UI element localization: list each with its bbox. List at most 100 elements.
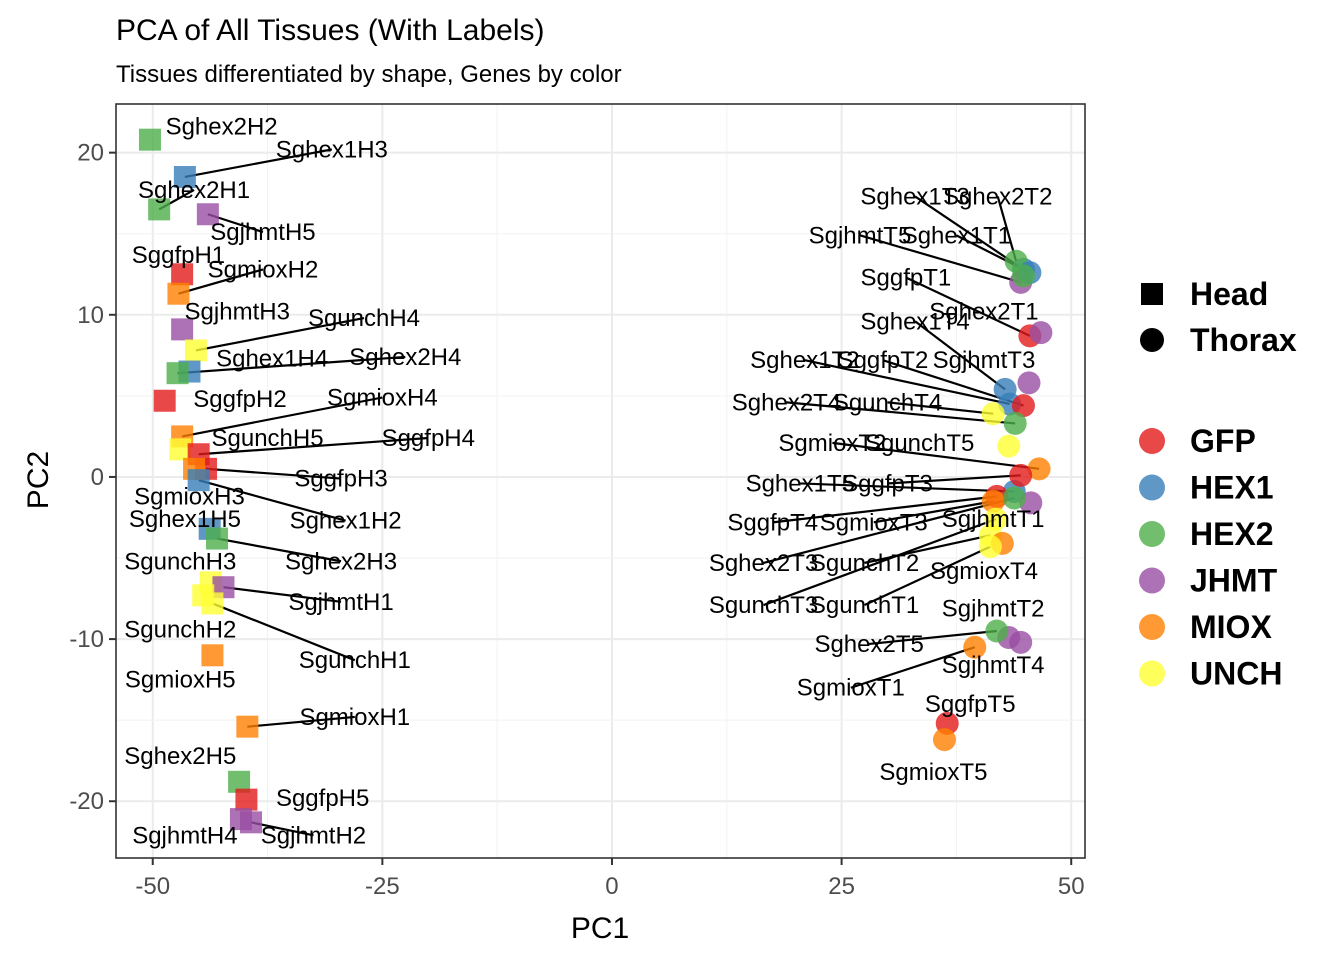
thorax-point <box>997 434 1021 458</box>
thorax-point <box>963 635 987 659</box>
thorax-point <box>1011 394 1035 418</box>
label-connector <box>247 715 355 728</box>
point-label: SgjhmtH3 <box>185 299 290 326</box>
head-point <box>235 788 258 811</box>
point-label: Sghex1H3 <box>276 136 388 163</box>
label-connector <box>216 537 342 563</box>
y-axis-label: PC2 <box>22 451 55 509</box>
point-labels: Sghex2H2Sghex1H3Sghex2H1SgjhmtH5SggfpH1S… <box>124 114 1052 850</box>
point-label: SgunchT4 <box>833 389 942 416</box>
label-connector <box>763 496 1015 564</box>
x-tick-label: -50 <box>135 873 170 900</box>
label-connector <box>804 359 1010 406</box>
head-point <box>206 527 229 550</box>
thorax-point <box>985 619 1009 643</box>
point-label: SgmioxT1 <box>797 675 905 702</box>
y-axis-ticks: -20 -10 0 10 20 <box>69 140 116 815</box>
label-connector-lines <box>158 148 1040 837</box>
label-connector <box>869 629 997 646</box>
point-label: SgjhmtT3 <box>933 347 1036 374</box>
legend-color-icon <box>1139 660 1165 687</box>
point-label: SggfpT5 <box>925 691 1016 718</box>
point-label: Sghex2H5 <box>124 743 236 770</box>
point-label: Sghex2T4 <box>732 389 841 416</box>
thorax-point <box>1009 630 1033 654</box>
point-label: Sghex2T3 <box>709 550 818 577</box>
label-connector <box>181 396 383 438</box>
legend-gene-label: GFP <box>1190 423 1256 459</box>
thorax-point <box>1002 486 1026 510</box>
head-point <box>196 203 219 226</box>
label-connector <box>198 479 346 522</box>
legend-color-icon <box>1139 567 1165 594</box>
head-point <box>201 644 224 667</box>
head-point <box>153 389 176 412</box>
point-label: SgunchT3 <box>709 592 818 619</box>
point-label: SgmioxH1 <box>299 704 410 731</box>
point-label: SgmioxH2 <box>208 256 319 283</box>
head-point <box>184 339 207 362</box>
point-label: SgunchH1 <box>299 647 411 674</box>
point-label: SgunchH2 <box>124 616 236 643</box>
point-label: SgjhmtH1 <box>288 589 393 616</box>
thorax-point <box>984 507 1008 531</box>
thorax-point <box>1017 371 1041 395</box>
head-point <box>138 128 161 151</box>
point-label: SggfpH5 <box>276 785 369 812</box>
point-label: Sghex1H4 <box>216 346 328 373</box>
y-tick-label: 0 <box>91 464 104 491</box>
point-label: SggfpH3 <box>294 466 387 493</box>
label-connector <box>786 401 1016 425</box>
legend-gene-label: HEX2 <box>1190 516 1274 552</box>
head-point <box>187 469 210 492</box>
label-connector <box>864 534 991 564</box>
point-label: SgjhmtT4 <box>942 652 1045 679</box>
label-connector <box>772 495 997 524</box>
panel-border <box>115 103 1086 859</box>
point-label: Sghex2H1 <box>138 177 250 204</box>
point-label: SggfpT1 <box>861 265 952 292</box>
thorax-point <box>1029 321 1053 345</box>
head-point <box>236 715 259 738</box>
legend-square-icon <box>1141 283 1163 305</box>
thorax-point <box>1011 264 1035 288</box>
point-label: SggfpH4 <box>382 425 475 452</box>
thorax-point <box>981 489 1005 513</box>
point-label: SggfpH2 <box>193 386 286 413</box>
point-label: SggfpH1 <box>132 242 225 269</box>
label-connector <box>887 474 1021 485</box>
thorax-point <box>978 535 1002 559</box>
head-point <box>240 811 263 834</box>
point-label: Sghex1T5 <box>746 470 855 497</box>
point-label: SgunchT5 <box>865 430 974 457</box>
point-label: SgunchT1 <box>810 592 919 619</box>
y-tick-label: -20 <box>69 788 104 815</box>
label-connector <box>205 467 342 480</box>
point-label: Sghex2T5 <box>814 631 923 658</box>
label-connector <box>864 545 991 607</box>
chart-subtitle: Tissues differentiated by shape, Genes b… <box>116 61 622 88</box>
point-label: SgmioxH4 <box>327 384 438 411</box>
x-tick-label: -25 <box>365 873 400 900</box>
head-point <box>201 592 224 615</box>
point-label: Sghex2H3 <box>285 548 397 575</box>
point-label: Sghex2T1 <box>929 299 1038 326</box>
x-axis-label: PC1 <box>571 912 629 945</box>
point-label: SgmioxT4 <box>930 558 1038 585</box>
point-label: SgmioxH3 <box>134 483 245 510</box>
point-label: SgjhmtT1 <box>942 506 1045 533</box>
legend-gene-label: JHMT <box>1190 563 1278 599</box>
point-label: Sghex1H5 <box>129 506 241 533</box>
plot-frame <box>115 103 1086 859</box>
legend: Head Thorax GFP HEX1 HEX2 JHMT MIOX UNCH <box>1139 276 1297 692</box>
y-tick-label: 20 <box>77 140 104 167</box>
point-label: SgjhmtH4 <box>132 822 237 849</box>
label-connector <box>914 320 1006 391</box>
label-connector <box>905 276 1031 337</box>
label-connector <box>763 518 997 607</box>
point-label: SgunchH5 <box>212 425 324 452</box>
point-label: Sghex1H2 <box>290 508 402 535</box>
thorax-point <box>1027 457 1051 481</box>
x-tick-label: 50 <box>1058 873 1085 900</box>
point-label: Sghex1T3 <box>860 183 969 210</box>
